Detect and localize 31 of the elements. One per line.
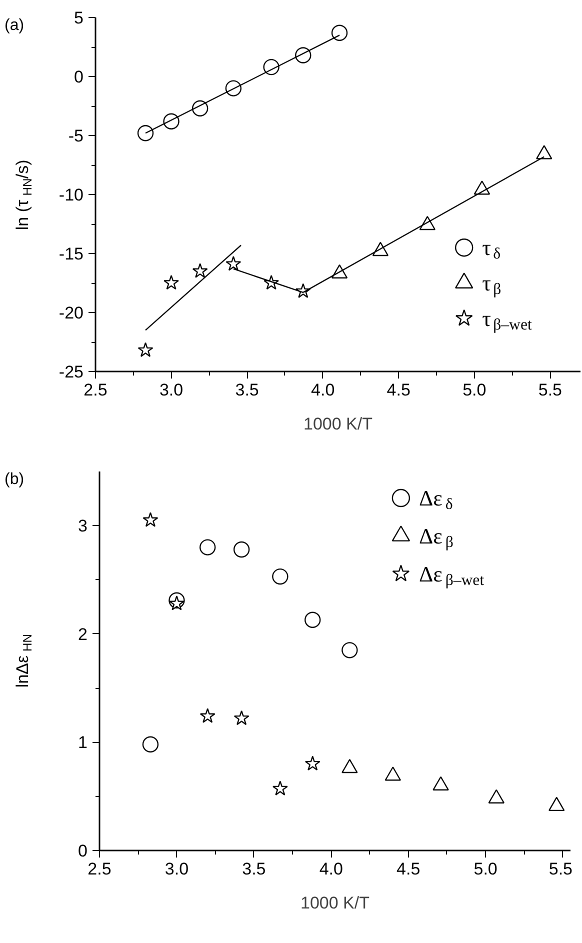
x-tick-label: 5.0 <box>474 860 498 878</box>
x-tick-label: 3.0 <box>164 860 189 878</box>
x-tick-label: 5.5 <box>548 860 573 878</box>
y-tick-label: 1 <box>78 733 88 752</box>
x-tick-label: 2.5 <box>84 380 108 400</box>
y-tick-label: 0 <box>78 842 88 860</box>
x-tick-label: 4.0 <box>311 380 335 400</box>
text: (a) <box>4 17 24 34</box>
x-tick-label: 4.5 <box>396 860 420 878</box>
x-axis-title: 1000 K/T <box>300 894 370 912</box>
y-tick-label: 0 <box>74 68 84 86</box>
y-axis-title: ln (τHN/s) <box>13 160 35 230</box>
x-tick-label: 4.5 <box>386 380 410 400</box>
text: (b) <box>4 471 24 488</box>
y-tick-label: -20 <box>58 304 84 322</box>
x-tick-label: 5.0 <box>462 380 486 400</box>
x-tick-label: 3.5 <box>242 860 266 878</box>
x-tick-label: 5.5 <box>538 380 562 400</box>
x-tick-label: 4.0 <box>319 860 343 878</box>
y-tick-label: -10 <box>58 186 84 204</box>
x-tick-label: 3.0 <box>159 380 184 400</box>
y-axis-title: lnΔεHN <box>13 634 35 688</box>
x-axis-title: 1000 K/T <box>304 414 373 434</box>
x-tick-label: 3.5 <box>235 380 259 400</box>
x-tick-label: 2.5 <box>88 860 112 878</box>
y-tick-label: 5 <box>74 8 84 28</box>
y-tick-label: -5 <box>68 126 84 146</box>
y-tick-label: -15 <box>58 244 84 264</box>
y-tick-label: 2 <box>78 624 88 644</box>
y-tick-label: -25 <box>58 362 84 382</box>
y-tick-label: 3 <box>78 516 88 536</box>
